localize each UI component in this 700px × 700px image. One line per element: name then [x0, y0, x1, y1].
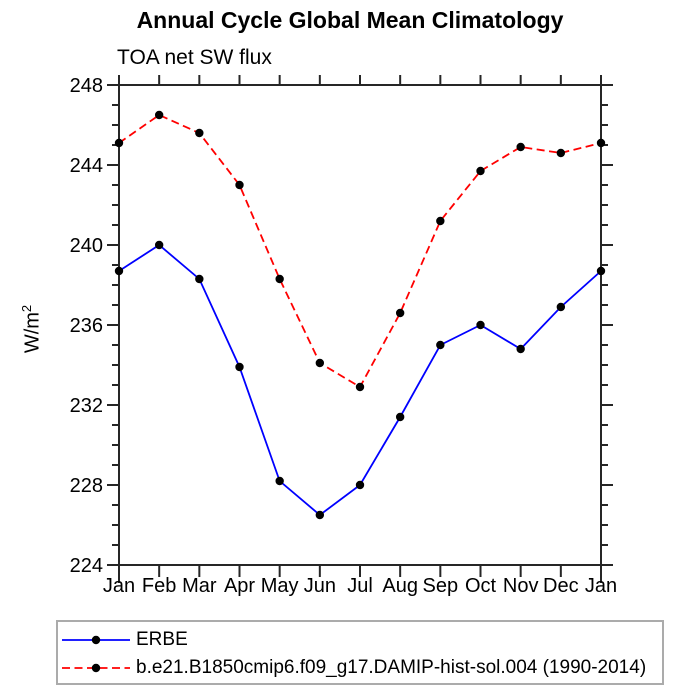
data-point-marker	[315, 358, 325, 368]
data-point-marker	[315, 510, 325, 520]
legend: ERBE b.e21.B1850cmip6.f09_g17.DAMIP-hist…	[56, 620, 664, 685]
chart-title: Annual Cycle Global Mean Climatology	[136, 7, 564, 33]
data-point-marker	[516, 344, 525, 354]
x-tick-label: Nov	[503, 575, 539, 597]
x-tick-label: Jan	[103, 575, 135, 597]
y-tick-label: 232	[70, 395, 103, 417]
x-tick-label: Mar	[182, 575, 217, 597]
y-tick-label: 248	[70, 75, 103, 97]
data-point-marker	[516, 142, 525, 152]
data-point-marker	[275, 476, 284, 486]
data-point-marker	[355, 480, 365, 490]
data-point-marker	[154, 240, 164, 250]
x-tick-label: May	[261, 575, 299, 597]
x-tick-label: Oct	[465, 575, 497, 597]
data-point-marker	[395, 412, 405, 422]
data-point-marker	[154, 110, 164, 120]
x-tick-label: Sep	[423, 575, 459, 597]
plot-frame	[118, 84, 602, 566]
data-point-marker	[596, 266, 606, 276]
series-line-model	[118, 113, 602, 389]
data-point-marker	[355, 382, 365, 392]
y-tick-label: 236	[70, 315, 103, 337]
x-tick-label: Jan	[585, 575, 617, 597]
legend-row-erbe: ERBE	[58, 626, 662, 654]
chart-subtitle: TOA net SW flux	[117, 46, 272, 69]
legend-label-model: b.e21.B1850cmip6.f09_g17.DAMIP-hist-sol.…	[136, 657, 647, 678]
legend-line-sample-model	[62, 663, 130, 673]
data-point-marker	[476, 320, 485, 330]
x-tick-label: Feb	[142, 575, 176, 597]
data-point-marker	[395, 308, 405, 318]
x-tick-label: Aug	[382, 575, 418, 597]
x-tick-label: Apr	[224, 575, 255, 597]
legend-marker-icon	[91, 635, 101, 645]
data-point-marker	[195, 128, 204, 138]
y-tick-label: 224	[70, 555, 103, 577]
legend-row-model: b.e21.B1850cmip6.f09_g17.DAMIP-hist-sol.…	[58, 654, 662, 682]
data-point-marker	[235, 362, 244, 372]
data-point-marker	[596, 138, 606, 148]
x-tick-label: Dec	[543, 575, 579, 597]
data-point-marker	[556, 302, 566, 312]
data-point-marker	[235, 180, 244, 190]
series-line-erbe	[118, 243, 602, 517]
data-point-marker	[195, 274, 204, 284]
data-point-marker	[436, 216, 445, 226]
data-point-marker	[114, 266, 124, 276]
data-point-marker	[275, 274, 284, 284]
data-point-marker	[114, 138, 124, 148]
legend-line-sample-erbe	[62, 635, 130, 645]
legend-label-erbe: ERBE	[136, 629, 188, 650]
x-tick-label: Jun	[304, 575, 336, 597]
y-tick-label: 240	[70, 235, 103, 257]
x-tick-label: Jul	[347, 575, 373, 597]
y-tick-label: 244	[70, 155, 103, 177]
data-point-marker	[556, 148, 566, 158]
data-point-marker	[476, 166, 485, 176]
y-tick-label: 228	[70, 475, 103, 497]
data-point-marker	[436, 340, 445, 350]
legend-marker-icon	[91, 663, 101, 673]
